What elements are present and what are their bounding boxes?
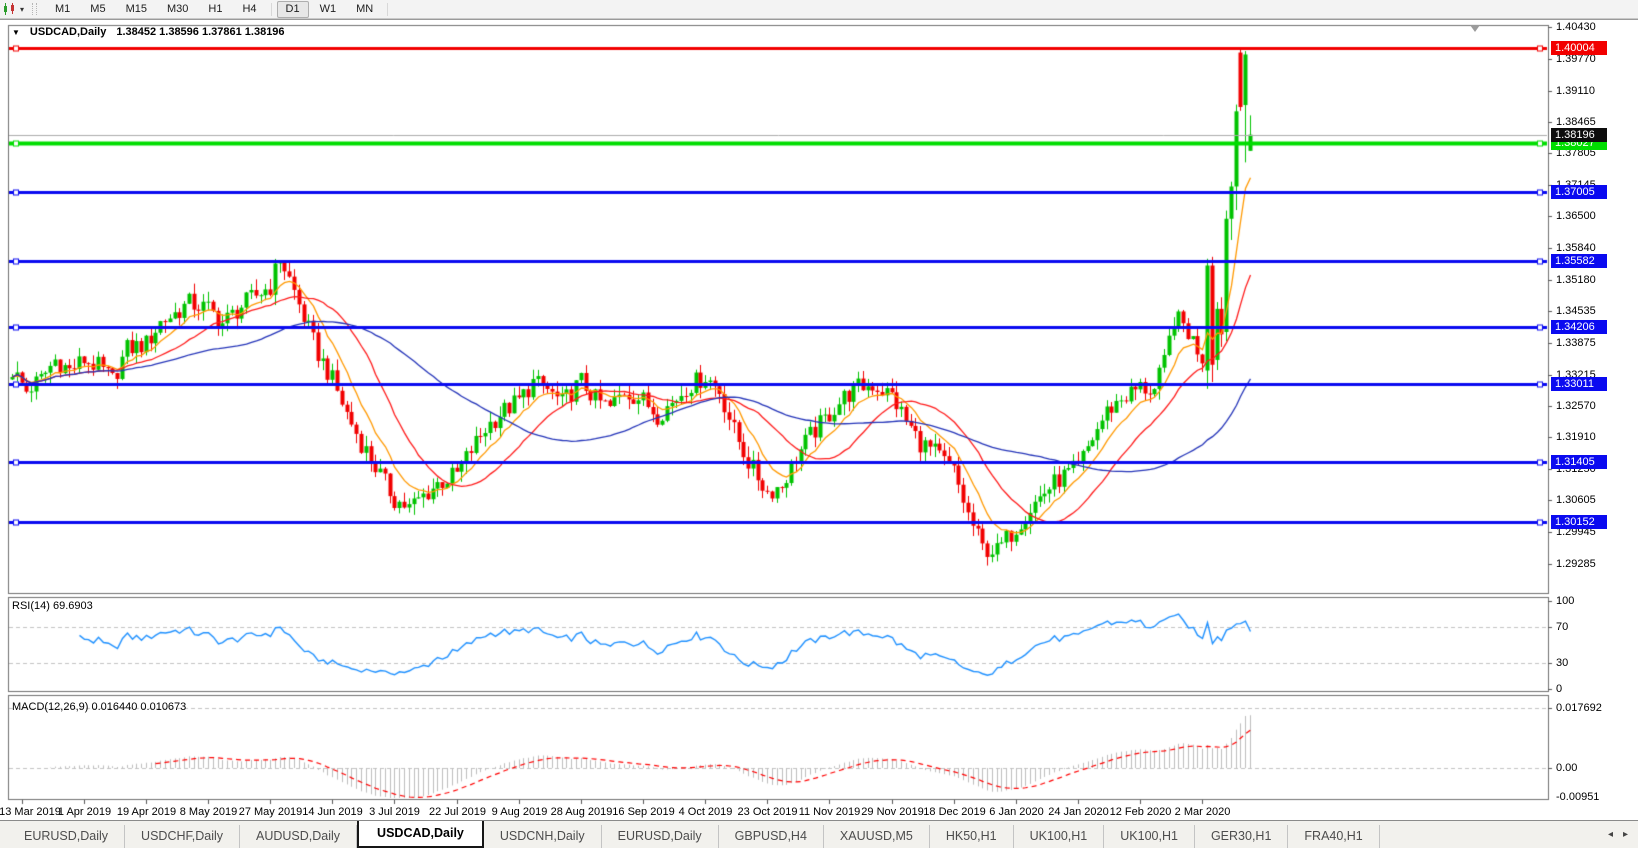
price-axis-label: 1.37805 [1556, 147, 1596, 160]
tab-scroll-right-icon[interactable]: ▸ [1622, 829, 1628, 840]
price-axis-label: 1.40430 [1556, 21, 1596, 33]
date-axis-label: 8 May 2019 [179, 806, 238, 818]
tab-audusd-daily-2[interactable]: AUDUSD,Daily [240, 825, 358, 848]
price-axis-label: 1.29285 [1556, 557, 1596, 570]
macd-indicator-label: MACD(12,26,9) 0.016440 0.010673 [12, 701, 187, 713]
price-axis-label: 1.33875 [1556, 336, 1596, 349]
date-axis-label: 23 Oct 2019 [737, 806, 798, 818]
price-axis-label: 1.36500 [1556, 210, 1596, 223]
date-axis-label: 24 Jan 2020 [1048, 806, 1109, 818]
timeframe-button-m30[interactable]: M30 [166, 2, 189, 15]
tab-ger30-h1-11[interactable]: GER30,H1 [1195, 825, 1289, 848]
candlestick-chart-icon[interactable] [2, 2, 18, 16]
date-axis-label: 12 Feb 2020 [1109, 806, 1172, 818]
price-axis-label: 1.39770 [1556, 52, 1596, 65]
price-axis-label: 1.30605 [1556, 494, 1596, 507]
chart-ohlc-values: 1.38452 1.38596 1.37861 1.38196 [116, 26, 285, 38]
timeframe-button-h4[interactable]: H4 [242, 2, 257, 15]
hline-price-badge[interactable]: 1.33011 [1551, 377, 1607, 392]
price-axis-label: 1.34535 [1556, 305, 1596, 318]
timeframe-button-m1[interactable]: M1 [55, 2, 71, 15]
rsi-axis-label: 100 [1556, 595, 1575, 607]
tab-fra40-h1-12[interactable]: FRA40,H1 [1288, 825, 1380, 848]
date-axis-label: 6 Jan 2020 [989, 806, 1044, 818]
tab-eurusd-daily-5[interactable]: EURUSD,Daily [602, 825, 719, 848]
tab-scroll-left-icon[interactable]: ◂ [1607, 829, 1613, 840]
date-axis-label: 14 Jun 2019 [302, 806, 363, 818]
tab-xauusd-m5-7[interactable]: XAUUSD,M5 [824, 825, 930, 848]
timeframe-button-h1[interactable]: H1 [208, 2, 223, 15]
price-axis-label: 1.39110 [1556, 84, 1595, 97]
rsi-axis-label: 30 [1556, 656, 1569, 669]
tab-usdcnh-daily-4[interactable]: USDCNH,Daily [484, 825, 602, 848]
date-axis-label: 3 Jul 2019 [369, 806, 420, 818]
date-axis-label: 19 Apr 2019 [116, 806, 177, 818]
symbol-tab-bar: EURUSD,Daily USDCHF,Daily AUDUSD,Daily USDC… [0, 820, 1638, 848]
date-axis-label: 4 Oct 2019 [678, 806, 733, 818]
chart-title: ▼ USDCAD,Daily 1.38452 1.38596 1.37861 1… [12, 26, 285, 38]
rsi-indicator-label: RSI(14) 69.6903 [12, 600, 93, 612]
price-axis-label: 1.35840 [1556, 242, 1596, 255]
date-axis-label: 9 Aug 2019 [491, 806, 548, 818]
price-axis-label: 1.38465 [1556, 115, 1596, 128]
price-axis-label: 1.31910 [1556, 431, 1596, 444]
chart-window: ▼ USDCAD,Daily 1.38452 1.38596 1.37861 1… [0, 19, 1638, 821]
hline-price-badge[interactable]: 1.40004 [1551, 40, 1607, 55]
date-axis-label: 1 Apr 2019 [57, 806, 112, 818]
tab-usdchf-daily-1[interactable]: USDCHF,Daily [125, 825, 240, 848]
tab-eurusd-daily-0[interactable]: EURUSD,Daily [8, 825, 126, 848]
macd-axis-label: 0.00 [1556, 762, 1578, 774]
price-chart-canvas[interactable] [0, 20, 1638, 820]
macd-axis-label: 0.017692 [1556, 702, 1602, 715]
date-axis-label: 28 Aug 2019 [550, 806, 613, 818]
timeframe-button-m5[interactable]: M5 [90, 2, 106, 15]
hline-price-badge[interactable]: 1.31405 [1551, 454, 1607, 469]
hline-price-badge[interactable]: 1.34206 [1551, 319, 1607, 334]
timeframe-button-mn[interactable]: MN [356, 2, 374, 15]
tab-gbpusd-h4-6[interactable]: GBPUSD,H4 [719, 825, 824, 848]
price-axis-label: 1.35180 [1556, 273, 1596, 286]
rsi-axis-label: 70 [1556, 621, 1569, 634]
timeframe-button-w1[interactable]: W1 [319, 2, 337, 15]
timeframe-button-m15[interactable]: M15 [125, 2, 147, 15]
date-axis-label: 22 Jul 2019 [429, 806, 486, 818]
chart-symbol-label: USDCAD,Daily [29, 26, 107, 38]
bid-price-badge: 1.38196 [1551, 127, 1607, 142]
hline-price-badge[interactable]: 1.37005 [1551, 185, 1607, 200]
price-axis-label: 1.32570 [1556, 399, 1596, 412]
date-axis-label: 18 Dec 2019 [923, 806, 986, 818]
hline-price-badge[interactable]: 1.35582 [1551, 253, 1607, 268]
collapse-triangle-icon[interactable]: ▼ [12, 27, 20, 37]
date-axis-label: 27 May 2019 [238, 806, 303, 818]
timeframe-button-d1[interactable]: D1 [276, 0, 309, 18]
rsi-axis-label: 0 [1556, 683, 1563, 695]
date-axis-label: 29 Nov 2019 [861, 806, 924, 818]
timeframe-toolbar: ▾ M1 M5 M15 M30 H1 H4 D1 W1 MN [0, 0, 1638, 19]
date-axis-label: 13 Mar 2019 [0, 806, 61, 818]
date-axis-label: 2 Mar 2020 [1174, 806, 1231, 818]
tab-hk50-h1-8[interactable]: HK50,H1 [930, 825, 1014, 848]
chart-type-dropdown-icon[interactable]: ▾ [20, 4, 25, 14]
tab-usdcad-daily-3[interactable]: USDCAD,Daily [357, 821, 484, 848]
chart-shift-marker-icon[interactable] [1470, 25, 1480, 32]
tab-uk100-h1-9[interactable]: UK100,H1 [1014, 825, 1105, 848]
macd-axis-label: -0.00951 [1556, 791, 1600, 803]
date-axis-label: 16 Sep 2019 [612, 806, 675, 818]
hline-price-badge[interactable]: 1.30152 [1551, 515, 1607, 530]
date-axis-label: 11 Nov 2019 [798, 806, 861, 818]
toolbar-grip[interactable] [32, 3, 38, 15]
tab-uk100-h1-10[interactable]: UK100,H1 [1104, 825, 1195, 848]
